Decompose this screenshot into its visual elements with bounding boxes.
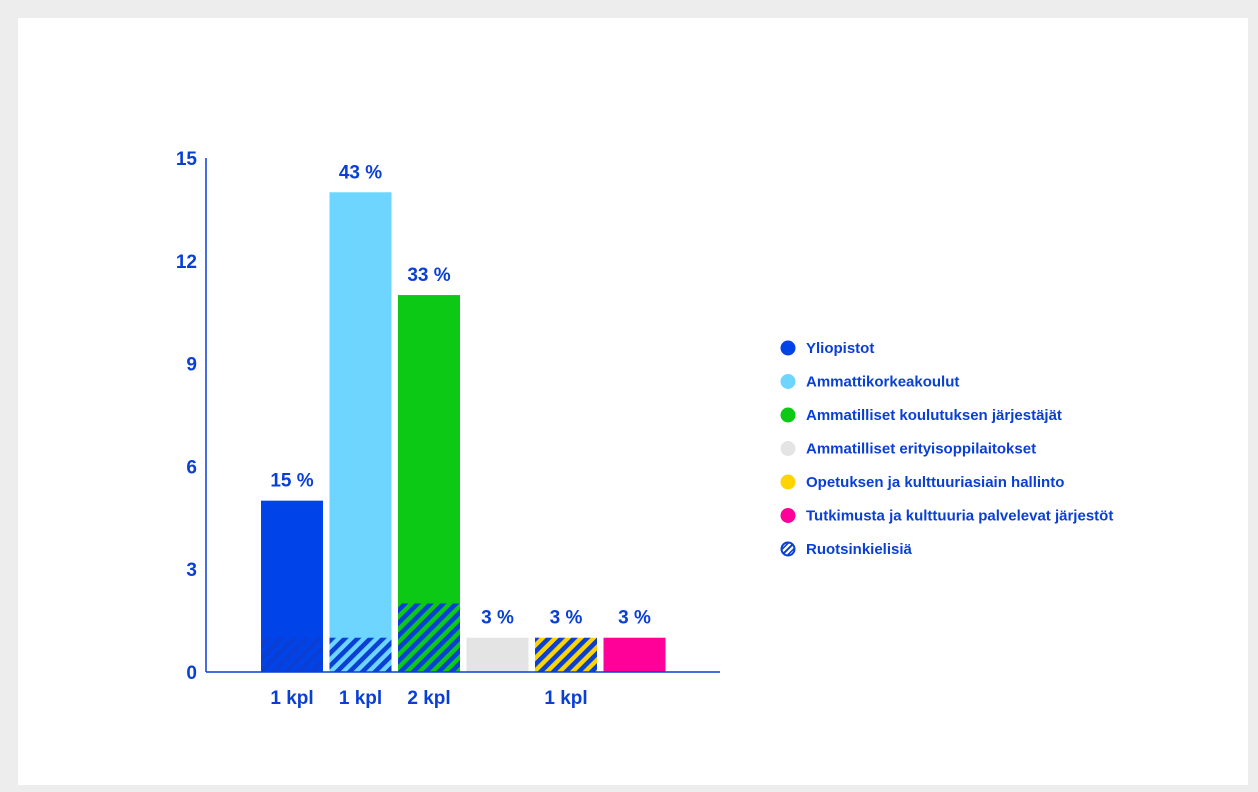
legend-label: Tutkimusta ja kulttuuria palvelevat järj…: [806, 508, 1113, 525]
legend-swatch: [780, 474, 796, 490]
bar-data-label: 3 %: [618, 608, 651, 629]
y-tick-label: 3: [186, 560, 197, 581]
bar-data-label: 43 %: [339, 162, 382, 183]
legend-swatch: [780, 508, 796, 523]
legend-label: Ammatilliset koulutuksen järjestäjät: [806, 407, 1062, 424]
bar-data-label: 15 %: [270, 471, 313, 492]
bar-swedish-hatch: [329, 637, 392, 672]
legend-swatch: [780, 374, 796, 389]
bar-data-label: 3 %: [481, 608, 514, 629]
count-label: 1 kpl: [339, 688, 382, 709]
bar: [603, 637, 666, 672]
y-tick-label: 12: [176, 252, 197, 273]
legend-label: Ammatilliset erityisoppilaitokset: [806, 441, 1036, 458]
bar: [466, 637, 529, 672]
legend-swatch: [780, 441, 796, 456]
y-tick-label: 0: [186, 663, 197, 684]
y-tick-label: 9: [186, 355, 197, 376]
legend-swatch: [780, 340, 796, 356]
bar: [329, 192, 392, 672]
bar-swedish-hatch: [398, 603, 460, 672]
legend-swatch: [780, 407, 796, 423]
bar-swedish-hatch: [261, 637, 323, 672]
count-label: 1 kpl: [270, 688, 313, 709]
legend-label: Ammattikorkeakoulut: [806, 374, 959, 391]
legend-label: Ruotsinkielisiä: [806, 541, 913, 558]
legend-label: Opetuksen ja kulttuuriasiain hallinto: [806, 474, 1064, 491]
y-tick-label: 6: [186, 457, 197, 478]
count-label: 1 kpl: [544, 688, 587, 709]
bar-swedish-hatch: [535, 637, 597, 672]
legend-label: Yliopistot: [806, 340, 874, 357]
count-label: 2 kpl: [407, 688, 450, 709]
bar-data-label: 3 %: [550, 608, 583, 629]
legend-hatch-icon: [780, 541, 796, 557]
bar-data-label: 33 %: [407, 265, 450, 286]
y-tick-label: 15: [176, 149, 198, 170]
